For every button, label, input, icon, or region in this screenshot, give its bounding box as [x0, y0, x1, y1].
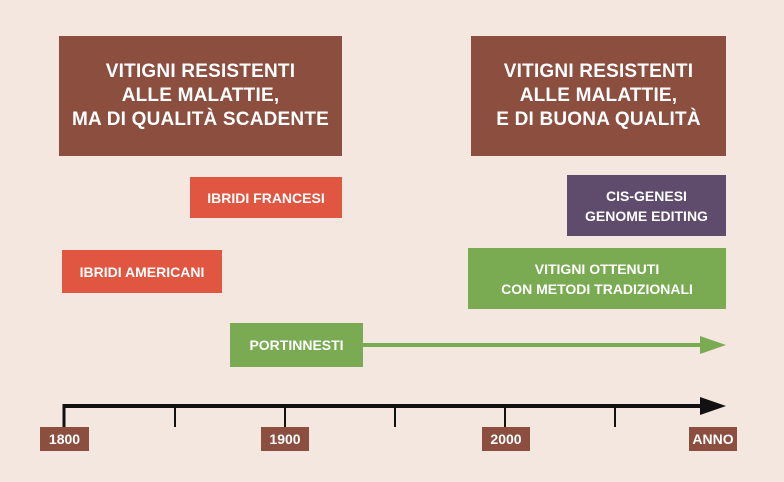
portinnesti-arrow-head: [700, 336, 726, 354]
bar-vitigni-tradizionali: VITIGNI OTTENUTI CON METODI TRADIZIONALI: [468, 248, 726, 309]
time-axis-arrow-head: [700, 397, 726, 415]
header-left-low-quality: VITIGNI RESISTENTI ALLE MALATTIE, MA DI …: [59, 36, 342, 156]
bar-ibridi-francesi: IBRIDI FRANCESI: [190, 177, 342, 218]
bar-ibridi-americani: IBRIDI AMERICANI: [62, 250, 222, 293]
axis-label-anno: ANNO: [689, 427, 737, 451]
axis-label-1900: 1900: [261, 427, 309, 451]
axis-label-1800: 1800: [40, 427, 89, 451]
bar-cis-genesi: CIS-GENESI GENOME EDITING: [567, 175, 726, 236]
axis-label-2000: 2000: [482, 427, 530, 451]
bar-portinnesti: PORTINNESTI: [230, 323, 363, 367]
header-right-good-quality: VITIGNI RESISTENTI ALLE MALATTIE, E DI B…: [471, 36, 726, 156]
